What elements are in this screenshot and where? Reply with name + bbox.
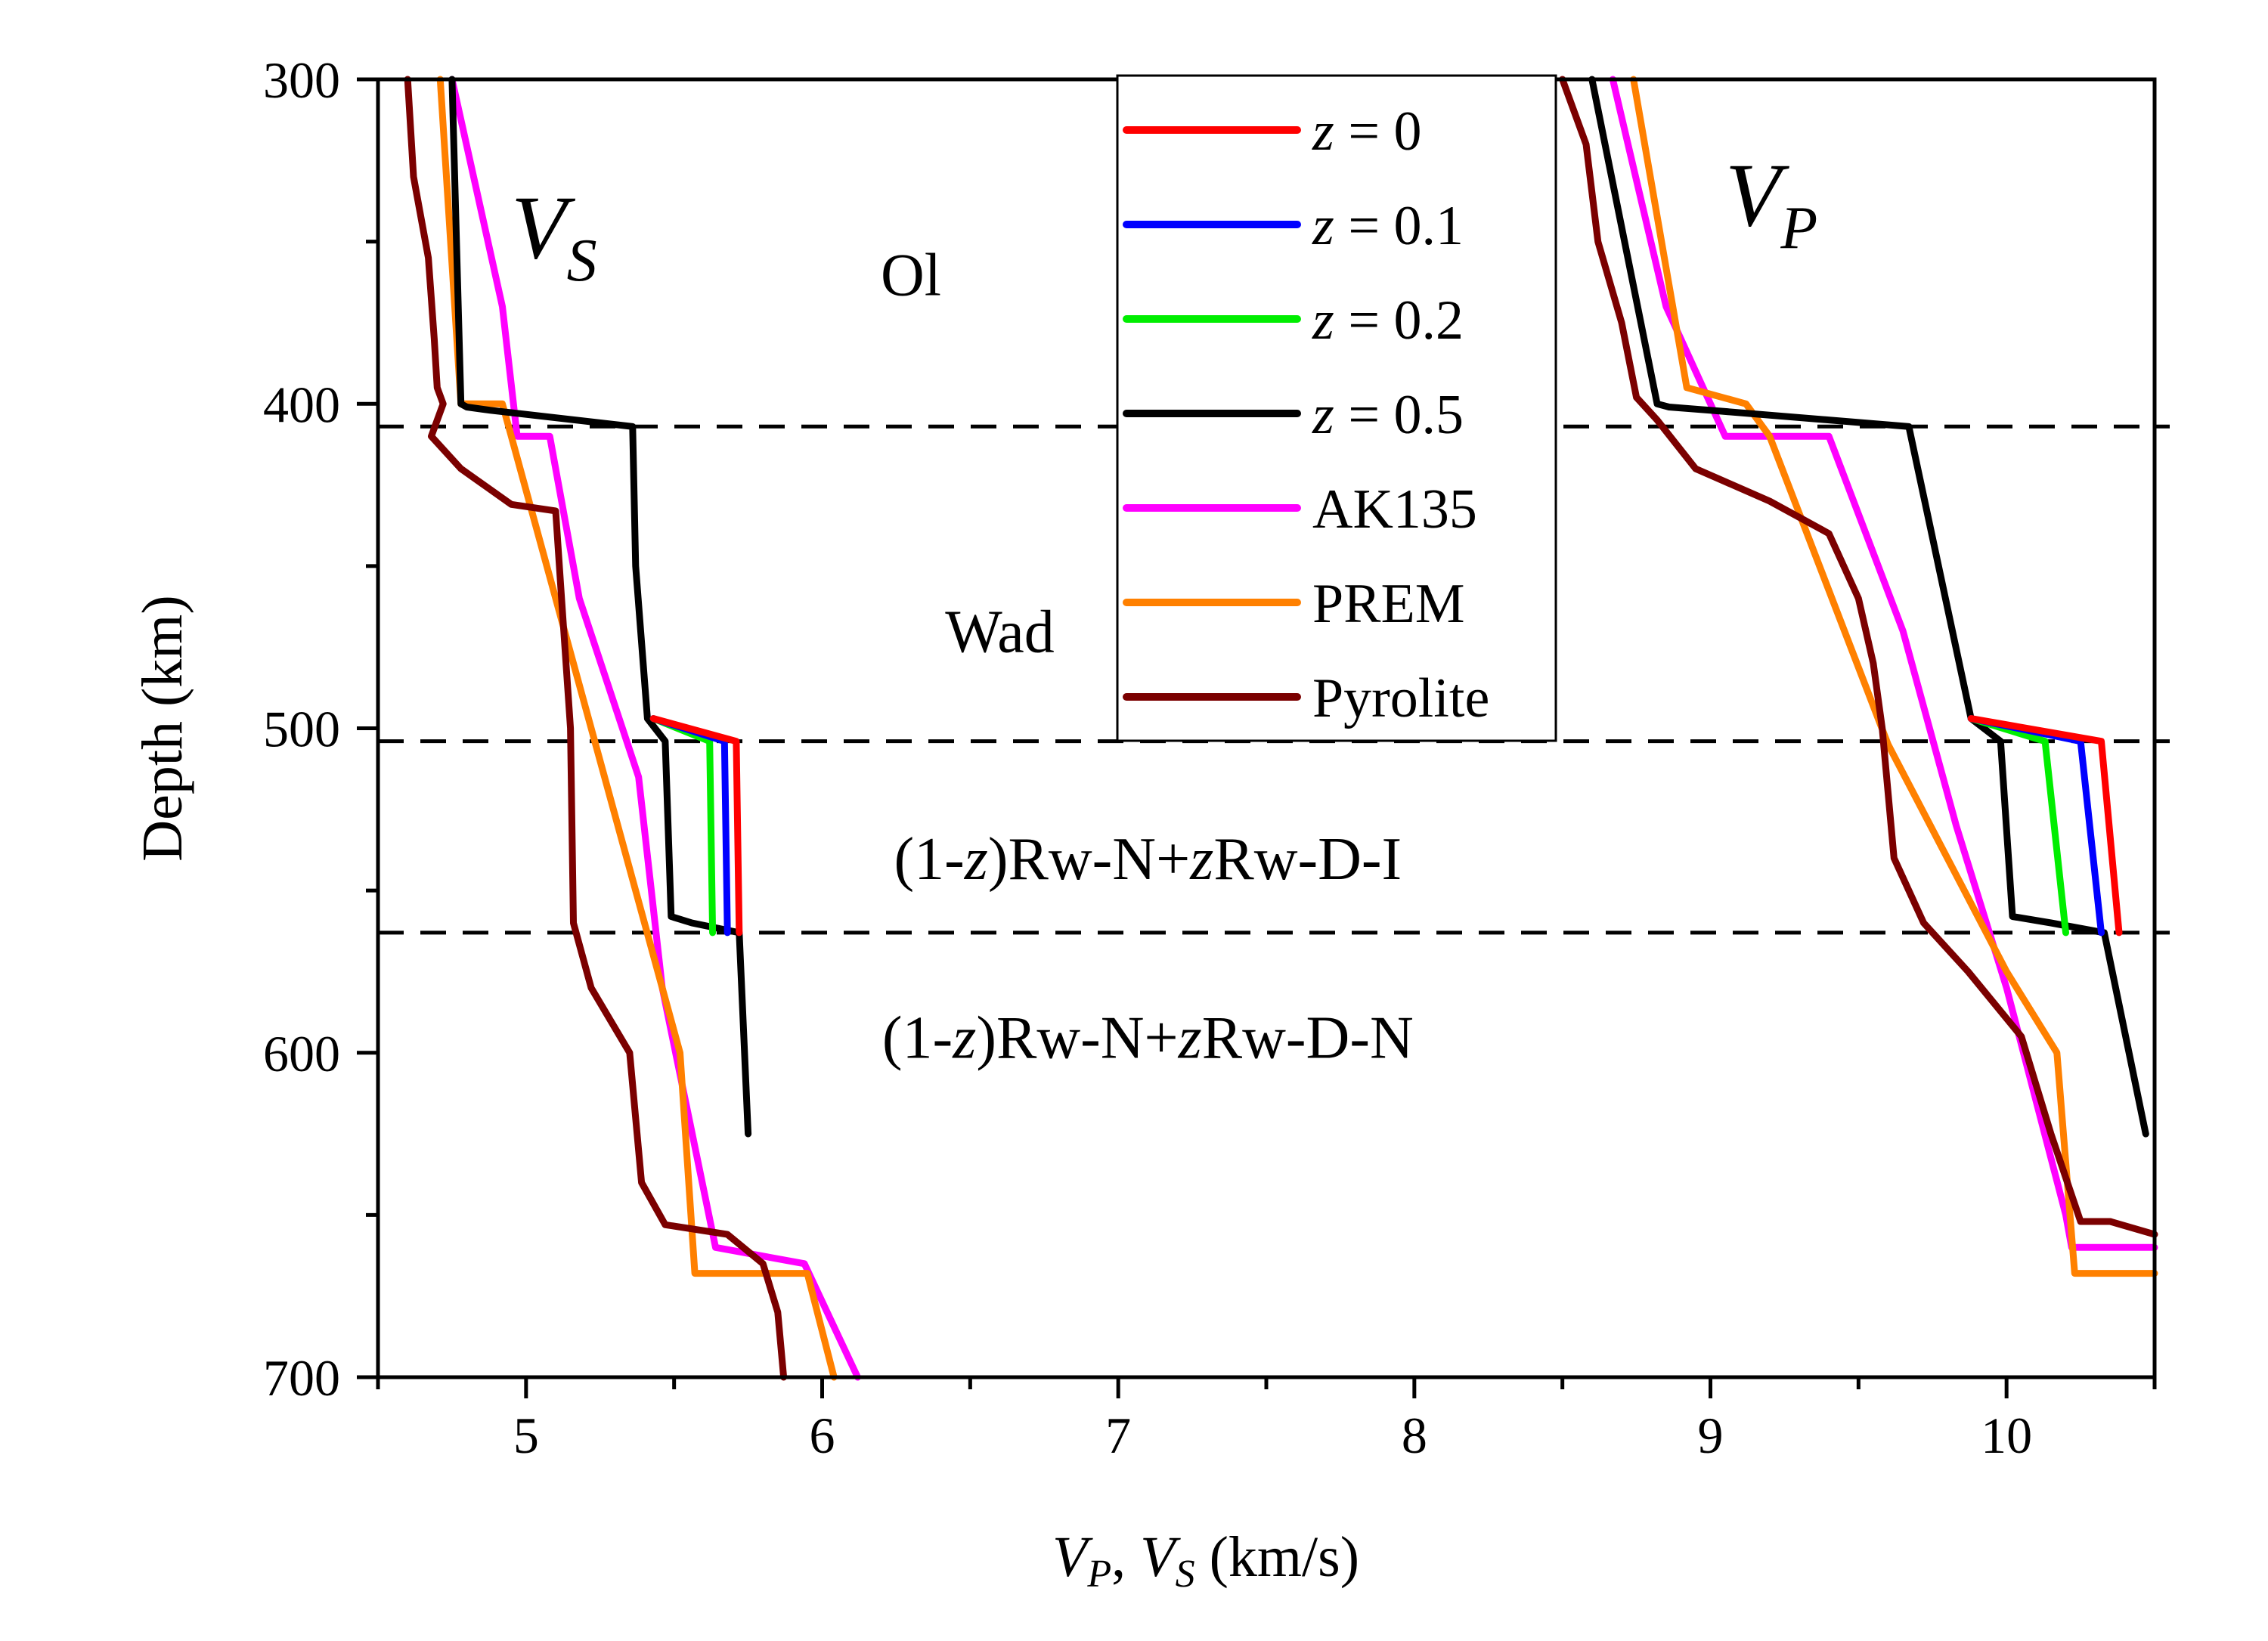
series-z-0-5-vp [1588,76,2149,1138]
y-tick-label: 300 [263,51,340,109]
annotation-3: (1-z)Rw-N+zRw-D-I [894,826,1402,893]
x-axis-title-sep: , [1111,1525,1140,1589]
series-ak135-vs [448,76,861,1381]
x-tick-label: 7 [1105,1407,1131,1464]
legend-label: Pyrolite [1312,667,1489,729]
x-axis-title-vs-sub: S [1176,1553,1195,1596]
legend-label: z = 0.5 [1312,384,1464,446]
vs-panel-label-main: V [511,177,575,277]
x-tick-label: 6 [810,1407,835,1464]
series-prem-vs [436,76,838,1381]
series-layer [404,76,2158,1381]
annotation-1: Ol [881,243,941,309]
legend-label: PREM [1312,573,1465,635]
axis-ticks: 5 6 7 8 9 10 300 400 500 600 700 [263,51,2157,1464]
y-tick-label: 700 [263,1349,340,1407]
x-axis-title-vp-sub: P [1086,1553,1111,1596]
series-z-0-vs [649,715,743,937]
vs-panel-label: VS [511,177,596,294]
legend: z = 0 z = 0.1 z = 0.2 z = 0.5 AK135 PREM Pyrol… [1116,74,1557,742]
vs-panel-label-sub: S [567,228,597,294]
series-pyrolite-vp [1559,76,2158,1238]
x-tick-label: 10 [1981,1407,2032,1464]
legend-box [1116,74,1557,742]
series-z-0-5-vs [448,76,752,1138]
series-pyrolite-vs [404,76,788,1381]
x-tick-label: 5 [513,1407,539,1464]
y-tick-label: 600 [263,1025,340,1082]
vp-panel-label-main: V [1725,144,1789,245]
x-axis-title-vp: V [1052,1525,1093,1589]
vp-panel-label-sub: P [1780,195,1817,262]
x-tick-label: 9 [1698,1407,1724,1464]
y-axis-title: Depth (km) [131,595,194,861]
series-z-0-2-vp [1967,715,2069,937]
legend-label: z = 0.1 [1312,195,1464,257]
x-tick-label: 8 [1402,1407,1427,1464]
x-axis-title-vs: V [1140,1525,1181,1589]
series-prem-vp [1630,76,2158,1277]
series-z-0-vp [1967,715,2123,937]
y-tick-label: 400 [263,376,340,433]
series-z-0-1-vp [1967,715,2105,937]
legend-label: z = 0.2 [1312,289,1464,351]
legend-label: AK135 [1312,478,1477,540]
y-tick-label: 500 [263,701,340,758]
annotation-2: Wad [945,599,1055,666]
vp-panel-label: VP [1725,144,1817,262]
x-axis-title-unit: (km/s) [1195,1525,1359,1589]
series-ak135-vp [1609,76,2158,1251]
legend-label: z = 0 [1312,101,1422,163]
x-axis-title: VP, VS (km/s) [1052,1525,1359,1596]
annotation-4: (1-z)Rw-N+zRw-D-N [882,1005,1414,1071]
annotations: Ol Wad (1-z)Rw-N+zRw-D-I (1-z)Rw-N+zRw-D-N [881,243,1414,1072]
